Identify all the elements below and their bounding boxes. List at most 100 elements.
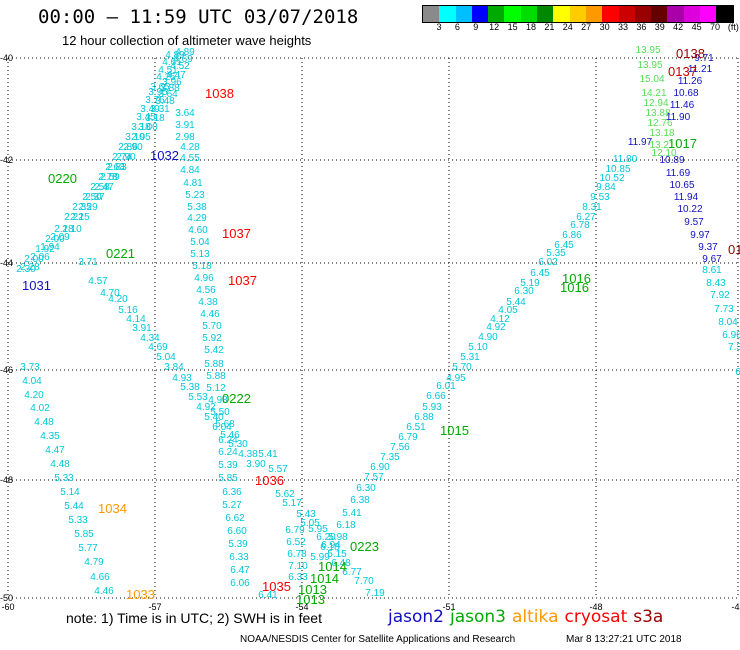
wave-height-value: 5.40 [204,412,224,423]
wave-height-value: 4.48 [50,459,70,470]
color-swatch [488,6,505,22]
wave-height-value: 6.18 [336,520,356,531]
wave-height-value: 4.14 [126,314,146,325]
wave-height-value: 6.52 [286,537,306,548]
wave-height-value: 6.79 [285,525,305,536]
wave-height-value: 6.90 [370,462,390,473]
wave-height-value: 5.15 [327,549,347,560]
wave-height-value: 7.3 [728,342,740,353]
wave-height-value: 6.94 [321,540,341,551]
color-scale-label: 24 [562,22,573,32]
wave-height-value: 6.79 [398,432,418,443]
track-t7: 6.796.526.787.106.33 [285,525,308,583]
wave-height-value: 9.71 [694,53,714,64]
wave-height-value: 2.78 [98,172,118,183]
pass-time-label: 0222 [222,391,251,406]
wave-height-value: 9.97 [690,230,710,241]
wave-height-value: 2.63 [105,162,125,173]
pass-time-label: 0137 [668,64,697,79]
pass-time-label: 1038 [205,86,234,101]
pass-time-label: 1036 [255,473,284,488]
wave-height-value: 10.52 [599,173,624,184]
wave-height-value: 6.04 [212,422,232,433]
wave-height-value: 4.35 [40,431,60,442]
wave-height-value: 5.38 [180,382,200,393]
wave-height-value: 8.04 [718,317,738,328]
wave-height-value: 6.38 [350,495,370,506]
color-scale-label: 18 [525,22,537,32]
wave-height-value: 5.98 [328,532,348,543]
color-swatch [471,6,489,22]
color-scale-label: 21 [544,22,555,32]
wave-height-value: 13.18 [649,128,674,139]
wave-height-value: 5.04 [190,237,210,248]
wave-height-value: 11.69 [666,168,691,179]
wave-height-value: 11.46 [670,100,695,111]
wave-height-value: 8.43 [706,278,726,289]
wave-height-value: 6.78 [570,220,590,231]
wave-height-value: 11.90 [666,112,691,123]
wave-height-value: 14.21 [641,88,666,99]
lon-label: -54 [295,602,308,612]
wave-height-value: 11.80 [613,154,638,165]
wave-height-value: 5.46 [220,430,240,441]
wave-height-value: 6.36 [222,487,242,498]
wave-height-value: 15.04 [639,74,664,85]
wave-height-value: 4.38 [198,297,218,308]
wave-height-value: 4.57 [88,276,108,287]
wave-height-value: 3.48 [155,96,175,107]
wave-height-value: 4.46 [200,309,220,320]
color-swatch [634,6,652,22]
wave-height-value: 3.31 [150,104,170,115]
wave-height-value: 5.27 [222,500,242,511]
wave-height-value: 4.69 [173,54,193,65]
lon-label: -51 [442,602,455,612]
wave-height-value: 5.12 [206,383,226,394]
wave-height-value: 6.86 [562,230,582,241]
wave-height-value: 5.68 [215,419,235,430]
wave-height-value: 5.10 [468,342,488,353]
color-swatch [667,6,684,22]
pass-time-label: 1014 [310,571,339,586]
legend-item: jason3 [450,607,506,627]
color-swatch [683,6,701,22]
wave-height-value: 11.26 [678,76,703,87]
wave-height-value: 5.33 [54,473,74,484]
color-swatch [504,6,521,22]
lat-label: -48 [0,475,13,485]
color-scale-label: 36 [636,22,647,32]
pass-time-label: 1034 [98,501,127,516]
wave-height-value: 3.91 [132,323,152,334]
wave-height-value: 6.45 [530,268,550,279]
wave-height-value: 6.33 [288,572,308,583]
wave-height-value: 2.10 [62,224,82,235]
track-t4: 3.71 4.574.704.205.164.143.914.344.695.04… [78,257,278,601]
color-scale-label: 33 [617,22,629,32]
wave-height-value: 4.60 [188,225,208,236]
pass-time-labels: 1038 1032 0220 1037 0221 1037 1031 0222 1036 1034… [22,46,740,607]
wave-height-value: 4.28 [180,142,200,153]
wave-height-value: 5.88 [206,371,226,382]
pass-time-label: 1016 [562,271,591,286]
wave-height-value: 9.84 [596,182,616,193]
wave-height-value: 4.34 [140,333,160,344]
wave-height-value: 2.09 [50,232,70,243]
wave-height-value: 5.99 [310,552,330,563]
wave-height-value: 3.88 [160,83,180,94]
color-scale-label: 9 [473,22,479,32]
wave-height-value: 5.14 [60,487,80,498]
wave-height-value: 5.42 [204,345,224,356]
wave-height-value: 2.15 [70,212,90,223]
wave-height-value: 4.46 [94,586,114,597]
wave-height-value: 5.16 [118,305,138,316]
wave-height-value: 2.98 [175,132,195,143]
wave-height-value: 7.56 [390,442,410,453]
color-swatch [700,6,717,22]
wave-height-value: 5.53 [188,392,208,403]
wave-height-value: 2.50 [82,192,102,203]
color-scale-label: (ft) [727,22,739,32]
color-swatch [716,6,733,22]
color-swatch [537,6,554,22]
wave-height-value: 4.20 [108,294,128,305]
